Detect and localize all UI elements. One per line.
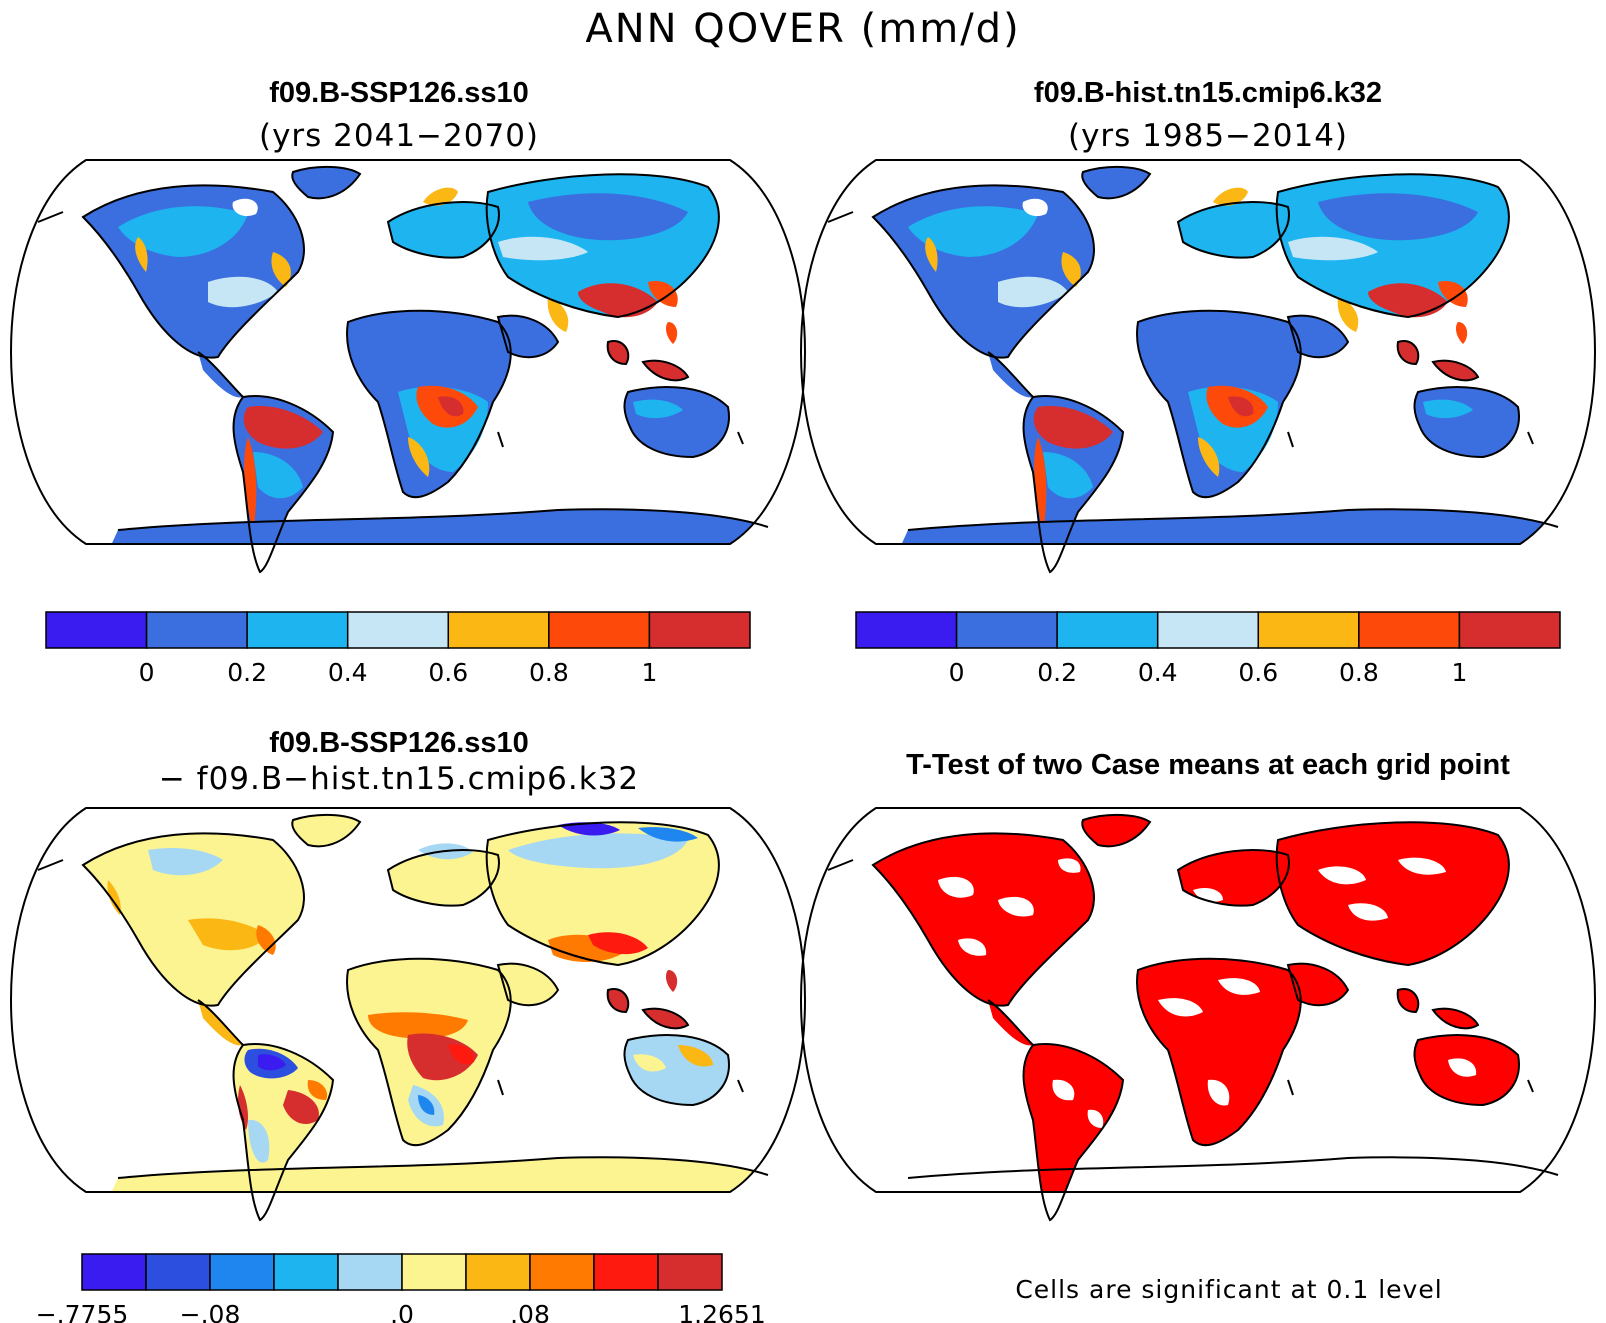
map-bottom-right	[799, 807, 1597, 1221]
panel-bottom-left-title: f09.B-SSP126.ss10	[269, 727, 529, 759]
figure-title: ANN QOVER (mm/d)	[585, 6, 1020, 52]
colorbar-top-left-swatch	[346, 611, 450, 649]
colorbar-top-right-tick-label: 0.6	[1238, 658, 1278, 687]
panel-top-left-subtitle: (yrs 2041−2070)	[259, 118, 539, 154]
colorbar-bottom-left-tick-label: 1.2651	[678, 1300, 765, 1323]
colorbar-bottom-left-tick-label: .0	[390, 1300, 414, 1323]
colorbar-top-left-swatch	[45, 611, 148, 649]
panel-bottom-left-subtitle: − f09.B−hist.tn15.cmip6.k32	[159, 761, 639, 797]
panel-top-right-title: f09.B-hist.tn15.cmip6.k32	[1034, 77, 1382, 109]
significance-note: Cells are significant at 0.1 level	[1015, 1275, 1442, 1304]
colorbar-top-left-swatch	[548, 611, 651, 649]
colorbar-top-right-tick-label: 0.2	[1037, 658, 1077, 687]
colorbar-top-right: 0 0.2 0.4 0.6 0.8 1	[855, 611, 1561, 687]
colorbar-top-right-tick-label: 0.4	[1138, 658, 1178, 687]
panel-top-left-title: f09.B-SSP126.ss10	[269, 77, 529, 109]
colorbar-bottom-left-swatch	[529, 1253, 595, 1291]
panel-bottom-right-title: T-Test of two Case means at each grid po…	[906, 749, 1510, 781]
colorbar-bottom-left-tick-label: −.7755	[36, 1300, 129, 1323]
colorbar-top-right-tick-label: 1	[1451, 658, 1467, 687]
colorbar-top-left-tick-label: 0.6	[428, 658, 468, 687]
colorbar-bottom-left-swatch	[145, 1253, 211, 1291]
colorbar-top-left-swatch	[145, 611, 248, 649]
panel-top-right-subtitle: (yrs 1985−2014)	[1068, 118, 1348, 154]
colorbar-bottom-left-swatch	[337, 1253, 403, 1291]
colorbar-top-left-swatch	[447, 611, 550, 649]
colorbar-top-left: 0 0.2 0.4 0.6 0.8 1	[45, 611, 751, 687]
colorbar-bottom-left-swatch	[273, 1253, 339, 1291]
colorbar-top-right-swatch	[855, 611, 958, 649]
colorbar-top-left-tick-label: 0.8	[529, 658, 569, 687]
colorbar-bottom-left-tick-label: −.08	[180, 1300, 241, 1323]
colorbar-top-right-swatch	[1056, 611, 1159, 649]
colorbar-top-left-tick-label: 0.4	[328, 658, 368, 687]
colorbar-top-right-swatch	[1458, 611, 1561, 649]
colorbar-top-left-tick-label: 0.2	[227, 658, 267, 687]
colorbar-bottom-left-swatch	[657, 1253, 723, 1291]
colorbar-top-right-swatch	[1257, 611, 1360, 649]
colorbar-top-left-swatch	[648, 611, 751, 649]
colorbar-top-right-swatch	[1156, 611, 1260, 649]
colorbar-bottom-left-swatch	[81, 1253, 147, 1291]
colorbar-bottom-left-tick-label: .08	[510, 1300, 550, 1323]
colorbar-bottom-left-swatch	[209, 1253, 275, 1291]
colorbar-top-left-swatch	[246, 611, 349, 649]
map-top-right	[799, 159, 1597, 573]
colorbar-bottom-left-swatch	[465, 1253, 531, 1291]
colorbar-top-right-tick-label: 0.8	[1339, 658, 1379, 687]
colorbar-top-left-tick-label: 0	[139, 658, 155, 687]
colorbar-bottom-left-swatch	[401, 1253, 467, 1291]
colorbar-top-right-swatch	[1358, 611, 1461, 649]
map-top-left	[9, 159, 807, 573]
colorbar-bottom-left: −.7755 −.08 .0 .08 1.2651	[36, 1253, 766, 1323]
colorbar-top-left-tick-label: 1	[641, 658, 657, 687]
colorbar-top-right-swatch	[955, 611, 1058, 649]
map-bottom-left	[9, 807, 807, 1221]
colorbar-bottom-left-swatch	[593, 1253, 659, 1291]
colorbar-top-right-tick-label: 0	[949, 658, 965, 687]
